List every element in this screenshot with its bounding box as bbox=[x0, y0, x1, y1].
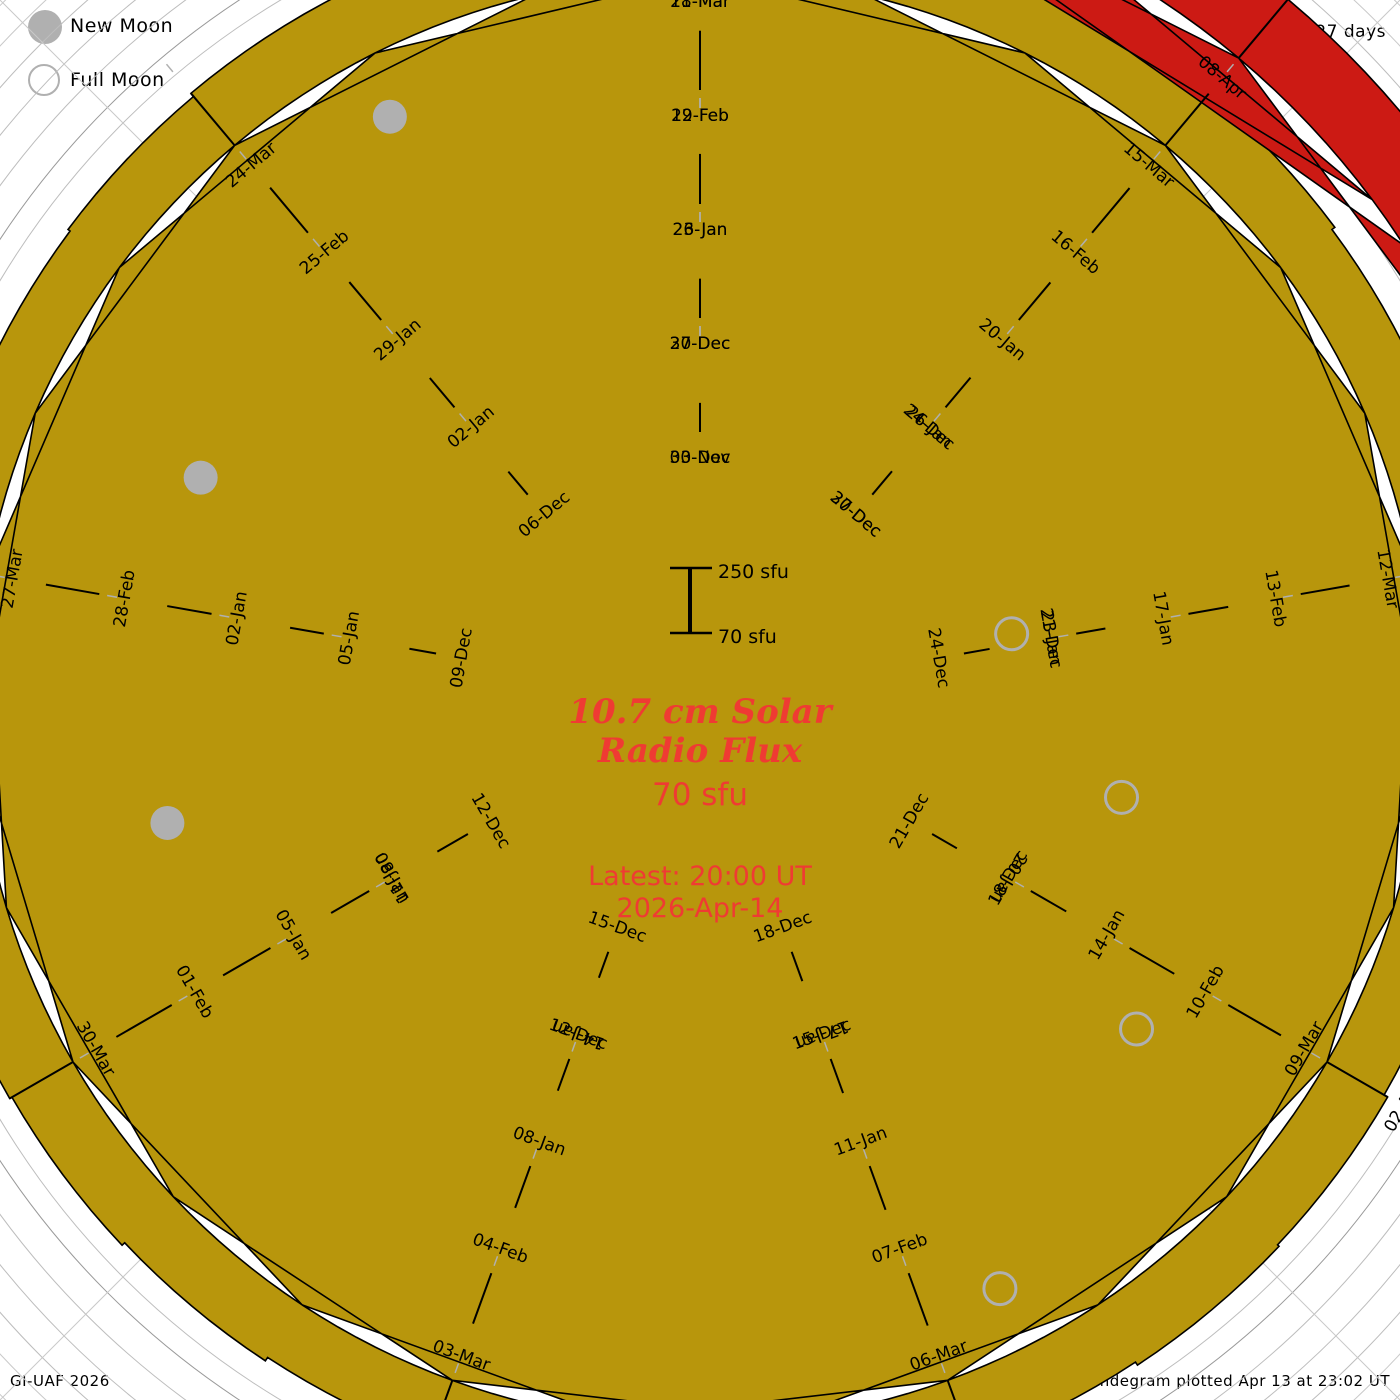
svg-text:27-Dec: 27-Dec bbox=[670, 334, 731, 354]
copyright-label: GI-UAF 2026 bbox=[10, 1372, 110, 1390]
page-title-line2: Radio Flux bbox=[597, 731, 803, 771]
svg-text:26-Jan: 26-Jan bbox=[673, 220, 728, 240]
svg-text:19-Feb: 19-Feb bbox=[671, 106, 729, 126]
scalebar-high-label: 250 sfu bbox=[718, 561, 789, 583]
full-moon-icon bbox=[28, 64, 60, 96]
svg-text:30-Dec: 30-Dec bbox=[670, 334, 731, 354]
svg-text:21-Mar: 21-Mar bbox=[670, 0, 730, 12]
scalebar-low-label: 70 sfu bbox=[718, 626, 777, 648]
svg-text:30-Nov: 30-Nov bbox=[670, 448, 731, 468]
svg-text:03-Dec: 03-Dec bbox=[670, 448, 731, 468]
flux-scale-bar bbox=[670, 566, 712, 635]
page-title-line1: 10.7 cm Solar bbox=[568, 692, 832, 732]
svg-text:22-Feb: 22-Feb bbox=[671, 106, 729, 126]
latest-time-label: Latest: 20:00 UT bbox=[588, 861, 812, 892]
full-moon-legend-label: Full Moon bbox=[70, 69, 165, 91]
new-moon-icon bbox=[28, 10, 62, 44]
latest-date-label: 2026-Apr-14 bbox=[616, 893, 784, 924]
svg-text:23-Jan: 23-Jan bbox=[673, 220, 728, 240]
current-flux-value: 70 sfu bbox=[651, 777, 748, 813]
svg-text:18-Mar: 18-Mar bbox=[670, 0, 730, 12]
moon-markers bbox=[150, 99, 1155, 1307]
new-moon-legend-label: New Moon bbox=[70, 15, 174, 37]
